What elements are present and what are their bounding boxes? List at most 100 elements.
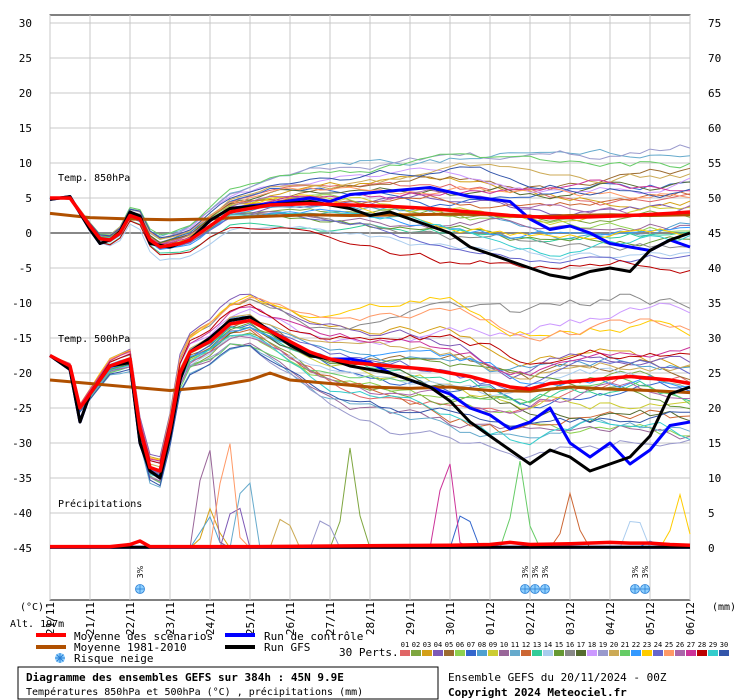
main-series: [49, 186, 691, 549]
left-tick-label: -45: [12, 542, 32, 555]
member-21-temp850: [49, 153, 691, 236]
x-axis-labels: 21/11 21/11 22/11 23/11 24/11 25/11 26/11 27/11…: [44, 602, 697, 635]
pert-legend-label: 21: [621, 641, 629, 649]
legend-mean-label: Moyenne des scénarios: [74, 630, 213, 643]
mean-temp850-line: [50, 196, 691, 249]
pert-legend-label: 07: [467, 641, 475, 649]
pert-legend-label: 12: [522, 641, 530, 649]
pert-legend-swatch: [697, 650, 707, 656]
member-26-temp500: [49, 335, 691, 482]
pert-legend-swatch: [664, 650, 674, 656]
panel-label-500: Temp. 500hPa: [58, 334, 130, 345]
x-tick-label: 04/12: [604, 602, 617, 635]
pert-legend-swatch: [488, 650, 498, 656]
pert-legend-label: 20: [610, 641, 618, 649]
left-tick-label: -35: [12, 472, 32, 485]
member-11-temp850: [49, 148, 691, 237]
snow-risk-markers: 3% 3% 3% 3% 3% 3%: [135, 565, 650, 594]
right-tick-label: 10: [708, 472, 721, 485]
snow-marker-label: 3%: [136, 565, 145, 578]
legend: Moyenne des scénarios Moyenne 1981-2010 …: [36, 630, 729, 665]
snow-marker: 3%: [530, 565, 540, 594]
x-tick-label: 05/12: [644, 602, 657, 635]
legend-climo-label: Moyenne 1981-2010: [74, 641, 187, 654]
member-25-temp850: [49, 186, 691, 239]
pert-legend-swatch: [686, 650, 696, 656]
left-tick-label: -15: [12, 332, 32, 345]
pert-legend-label: 25: [665, 641, 673, 649]
member-22-temp850: [49, 197, 691, 251]
legend-swatch-mean: [36, 633, 66, 637]
member-21-temp500: [49, 343, 691, 484]
snow-marker: 3%: [540, 565, 550, 594]
snow-marker: 3%: [640, 565, 650, 594]
right-tick-label: 35: [708, 297, 721, 310]
x-tick-label: 21/11: [84, 602, 97, 635]
left-tick-label: -25: [12, 402, 32, 415]
pert-legend-label: 30: [720, 641, 728, 649]
right-tick-label: 55: [708, 157, 721, 170]
pert-legend-swatch: [400, 650, 410, 656]
pert-legend-label: 15: [555, 641, 563, 649]
snow-marker: 3%: [135, 565, 145, 594]
member-27-temp850: [49, 179, 691, 245]
snowflake-icon: [55, 653, 65, 663]
pert-legend-swatch: [719, 650, 729, 656]
pert-legend-swatch: [477, 650, 487, 656]
x-tick-label: 03/12: [564, 602, 577, 635]
legend-perts-label: 30 Perts.: [339, 646, 399, 659]
x-tick-label: 23/11: [164, 602, 177, 635]
pert-legend-label: 17: [577, 641, 585, 649]
pert-legend-swatch: [422, 650, 432, 656]
member-11-temp500: [49, 344, 691, 488]
right-axis-unit: (mm): [712, 602, 736, 613]
pert-legend-label: 06: [456, 641, 464, 649]
snow-marker-label: 3%: [641, 565, 650, 578]
x-tick-label: 21/11: [44, 602, 57, 635]
pert-legend-label: 14: [544, 641, 552, 649]
snow-marker-label: 3%: [631, 565, 640, 578]
right-tick-label: 15: [708, 437, 721, 450]
pert-legend-swatch: [532, 650, 542, 656]
pert-legend-swatch: [455, 650, 465, 656]
right-tick-label: 25: [708, 367, 721, 380]
pert-legend-label: 24: [654, 641, 662, 649]
legend-swatch-gfs: [225, 645, 255, 649]
footer-subtitle: Températures 850hPa et 500hPa (°C) , pré…: [26, 686, 363, 698]
left-tick-label: -20: [12, 367, 32, 380]
legend-gfs-label: Run GFS: [264, 641, 310, 654]
pert-legend-swatch: [587, 650, 597, 656]
panel-label-precip: Précipitations: [58, 498, 142, 510]
pert-legend-label: 10: [500, 641, 508, 649]
right-tick-label: 45: [708, 227, 721, 240]
pert-legend-label: 05: [445, 641, 453, 649]
right-tick-label: 0: [708, 542, 715, 555]
member-28-temp500: [49, 303, 691, 464]
member-30-temp850: [49, 166, 691, 239]
x-tick-label: 24/11: [204, 602, 217, 635]
footer-title: Diagramme des ensembles GEFS sur 384h : …: [26, 671, 344, 684]
left-axis-unit: (°C): [20, 602, 44, 613]
snow-marker: 3%: [520, 565, 530, 594]
right-tick-label: 5: [708, 507, 715, 520]
pert-legend-swatch: [642, 650, 652, 656]
left-tick-label: -40: [12, 507, 32, 520]
mean-temp500-line: [49, 318, 691, 473]
member-7-temp500: [49, 323, 691, 476]
pert-legend-label: 23: [643, 641, 651, 649]
x-tick-label: 26/11: [284, 602, 297, 635]
pert-legend-label: 26: [676, 641, 684, 649]
pert-legend-label: 29: [709, 641, 717, 649]
member-28-temp850: [49, 197, 691, 274]
x-tick-label: 01/12: [484, 602, 497, 635]
right-tick-label: 30: [708, 332, 721, 345]
pert-legend-label: 22: [632, 641, 640, 649]
altitude-label: Alt. 197m: [10, 619, 64, 630]
member-27-temp500: [49, 306, 691, 462]
snow-marker-label: 3%: [521, 565, 530, 578]
pert-legend-swatch: [565, 650, 575, 656]
x-tick-label: 28/11: [364, 602, 377, 635]
x-tick-label: 02/12: [524, 602, 537, 635]
